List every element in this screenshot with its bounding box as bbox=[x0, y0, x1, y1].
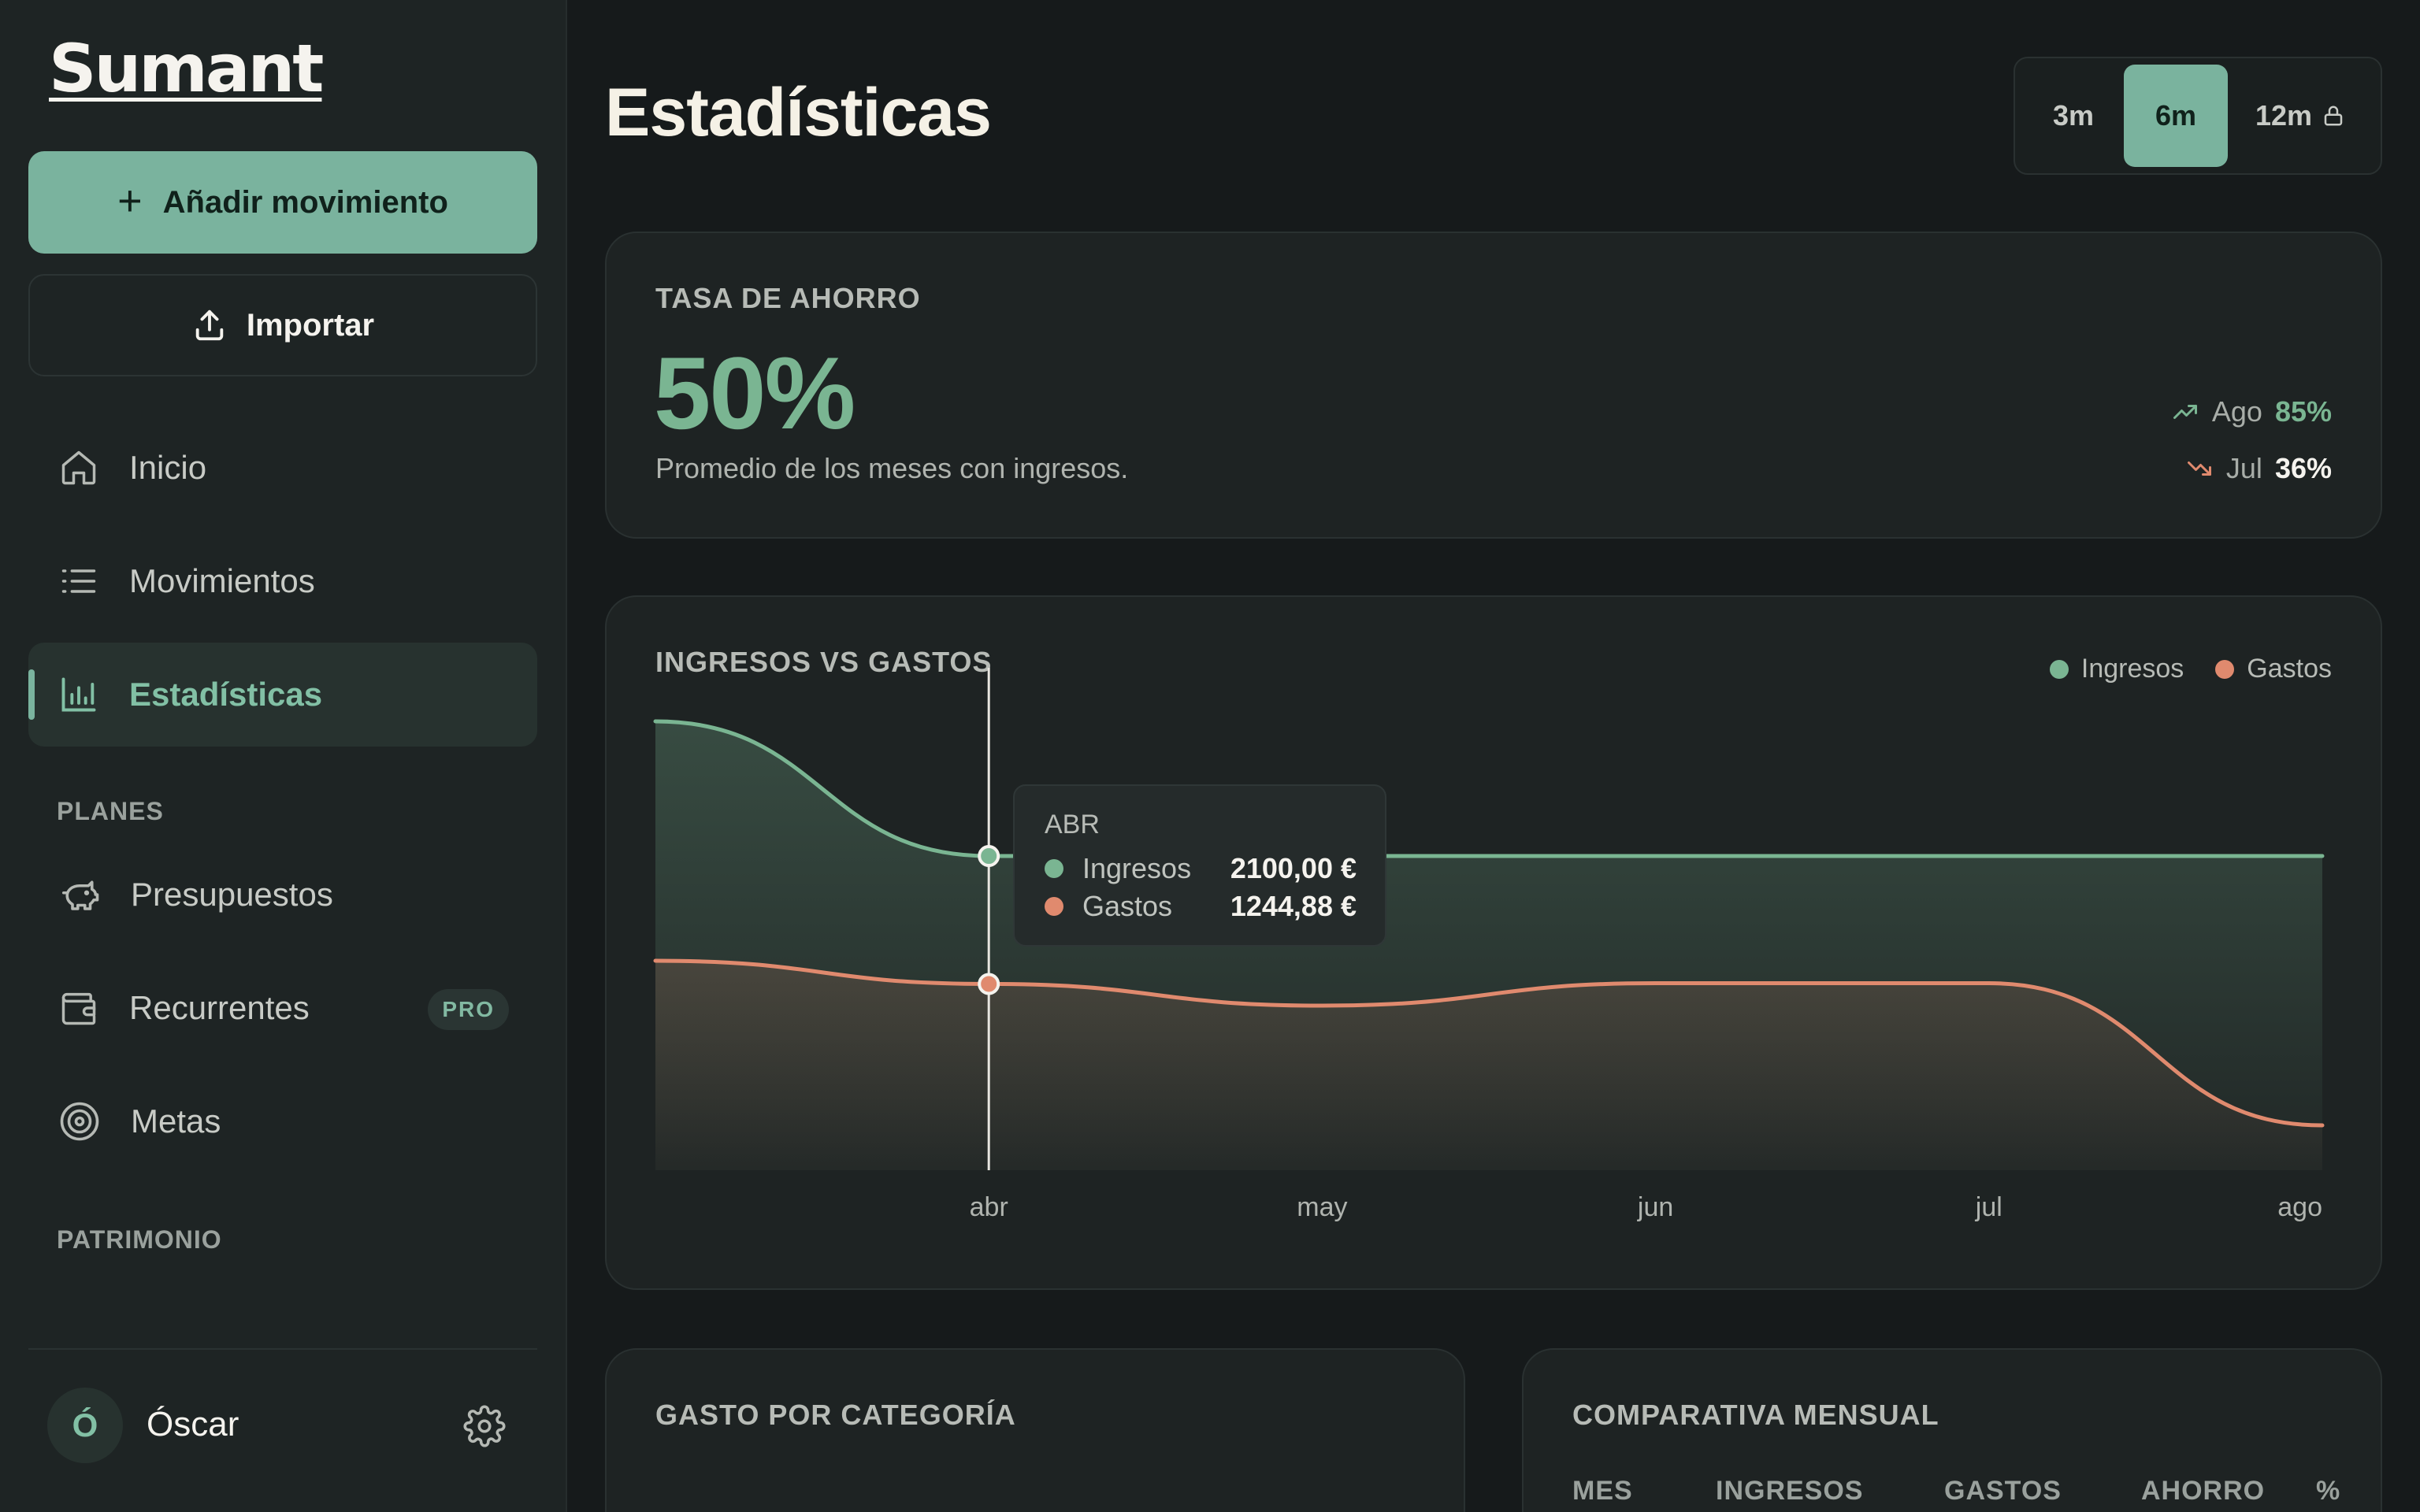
pro-badge: PRO bbox=[428, 989, 509, 1030]
nav-item-label: Recurrentes bbox=[129, 989, 310, 1026]
avatar[interactable]: Ó bbox=[47, 1388, 123, 1463]
period-selector: 3m 6m 12m bbox=[2014, 57, 2382, 175]
column-header[interactable]: AHORRO bbox=[2141, 1476, 2266, 1506]
tooltip-value: 2100,00 € bbox=[1230, 852, 1357, 884]
period-option-12m[interactable]: 12m bbox=[2228, 65, 2373, 167]
tooltip-dot-ingresos bbox=[1045, 859, 1063, 878]
chart-title: INGRESOS VS GASTOS bbox=[655, 646, 993, 678]
settings-button[interactable] bbox=[463, 1405, 506, 1451]
nav-item-inicio[interactable]: Inicio bbox=[28, 416, 537, 520]
nav-item-metas[interactable]: Metas bbox=[28, 1069, 537, 1173]
x-tick-label: jul bbox=[1975, 1192, 2002, 1222]
period-option-3m[interactable]: 3m bbox=[2052, 99, 2095, 132]
add-transaction-label: Añadir movimiento bbox=[162, 184, 448, 220]
chart-legend: Ingresos Gastos bbox=[2049, 654, 2332, 684]
import-button[interactable]: Importar bbox=[28, 274, 537, 376]
piggy-bank-icon bbox=[61, 880, 99, 910]
tooltip-dot-gastos bbox=[1045, 897, 1063, 916]
nav-item-label: Presupuestos bbox=[131, 876, 333, 913]
user-name[interactable]: Óscar bbox=[147, 1405, 239, 1443]
worst-month-value: 36% bbox=[2274, 452, 2332, 484]
legend-label: Ingresos bbox=[2080, 654, 2184, 684]
hover-point-ingresos bbox=[978, 845, 1000, 867]
legend-label: Gastos bbox=[2247, 654, 2332, 684]
wallet-icon bbox=[61, 992, 96, 1025]
period-option-label: 12m bbox=[2255, 99, 2313, 132]
section-label-planes: PLANES bbox=[57, 797, 164, 825]
lock-icon bbox=[2324, 106, 2343, 126]
trend-up-icon bbox=[2173, 405, 2197, 419]
comparison-card-title: COMPARATIVA MENSUAL bbox=[1572, 1399, 1939, 1431]
category-spend-card: GASTO POR CATEGORÍA bbox=[605, 1348, 1465, 1512]
worst-month-label: Jul bbox=[2225, 452, 2262, 484]
column-header[interactable]: GASTOS bbox=[1944, 1476, 2062, 1506]
target-icon bbox=[60, 1102, 99, 1141]
sidebar-divider bbox=[28, 1348, 537, 1350]
series-line-ingresos bbox=[653, 719, 2325, 858]
x-tick-label: abr bbox=[970, 1192, 1008, 1222]
page-title: Estadísticas bbox=[605, 75, 992, 150]
nav-item-label: Metas bbox=[131, 1102, 221, 1140]
monthly-comparison-card: COMPARATIVA MENSUAL MES INGRESOS GASTOS … bbox=[1522, 1348, 2382, 1512]
x-tick-label: jun bbox=[1637, 1192, 1673, 1222]
tooltip-label: Gastos bbox=[1082, 890, 1173, 922]
income-vs-expenses-card: INGRESOS VS GASTOS Ingresos Gastos abr ma… bbox=[605, 595, 2382, 1290]
legend-dot-ingresos bbox=[2049, 659, 2069, 679]
legend-dot-gastos bbox=[2215, 659, 2235, 679]
legend-item-gastos: Gastos bbox=[2215, 654, 2332, 684]
savings-rate-value: 50% bbox=[654, 335, 856, 450]
column-header[interactable]: INGRESOS bbox=[1716, 1476, 1864, 1506]
app-logo[interactable]: Sumant bbox=[49, 30, 324, 107]
nav-item-movimientos[interactable]: Movimientos bbox=[28, 529, 537, 633]
x-tick-label: may bbox=[1297, 1192, 1347, 1222]
series-area-gastos bbox=[655, 961, 2322, 1170]
category-card-title: GASTO POR CATEGORÍA bbox=[655, 1399, 1016, 1431]
x-tick-label: ago bbox=[2277, 1192, 2322, 1222]
best-month-rate: Ago 85% bbox=[2171, 395, 2332, 428]
tooltip-value: 1244,88 € bbox=[1230, 890, 1357, 922]
chart-tooltip: ABR Ingresos 2100,00 € Gastos 1244,88 € bbox=[1013, 784, 1386, 947]
series-line-gastos bbox=[653, 958, 2325, 1128]
nav-item-recurrentes[interactable]: Recurrentes PRO bbox=[28, 956, 537, 1060]
gear-icon bbox=[463, 1405, 506, 1447]
bar-chart-icon bbox=[61, 677, 96, 712]
section-label-patrimonio: PATRIMONIO bbox=[57, 1225, 222, 1254]
upload-icon bbox=[195, 309, 224, 341]
tooltip-row-gastos: Gastos 1244,88 € bbox=[1045, 890, 1357, 923]
savings-rate-card: TASA DE AHORRO 50% Promedio de los meses… bbox=[605, 232, 2382, 539]
tooltip-month: ABR bbox=[1045, 810, 1100, 839]
nav-item-label: Movimientos bbox=[129, 562, 315, 599]
area-chart[interactable]: abr may jun jul ago bbox=[607, 597, 2381, 1288]
add-transaction-button[interactable]: + Añadir movimiento bbox=[28, 151, 537, 254]
nav-item-presupuestos[interactable]: Presupuestos bbox=[28, 843, 537, 947]
list-icon bbox=[61, 569, 96, 593]
savings-rate-subtitle: Promedio de los meses con ingresos. bbox=[655, 452, 1129, 484]
import-label: Importar bbox=[246, 307, 375, 343]
plus-icon: + bbox=[117, 177, 143, 224]
worst-month-rate: Jul 36% bbox=[2185, 452, 2332, 485]
period-option-6m[interactable]: 6m bbox=[2124, 65, 2228, 167]
column-header[interactable]: % bbox=[2316, 1476, 2341, 1506]
home-icon bbox=[61, 450, 96, 485]
best-month-label: Ago bbox=[2211, 395, 2262, 428]
legend-item-ingresos: Ingresos bbox=[2049, 654, 2184, 684]
nav-item-label: Estadísticas bbox=[129, 676, 323, 713]
savings-rate-title: TASA DE AHORRO bbox=[655, 282, 921, 314]
hover-point-gastos bbox=[978, 973, 1000, 995]
nav-item-label: Inicio bbox=[129, 449, 207, 486]
tooltip-row-ingresos: Ingresos 2100,00 € bbox=[1045, 852, 1357, 885]
column-header[interactable]: MES bbox=[1572, 1476, 1633, 1506]
best-month-value: 85% bbox=[2274, 395, 2332, 428]
sidebar: Sumant + Añadir movimiento Importar Inic… bbox=[0, 0, 567, 1512]
nav-item-estadisticas[interactable]: Estadísticas bbox=[28, 643, 537, 747]
tooltip-label: Ingresos bbox=[1082, 852, 1192, 884]
trend-down-icon bbox=[2187, 461, 2211, 476]
